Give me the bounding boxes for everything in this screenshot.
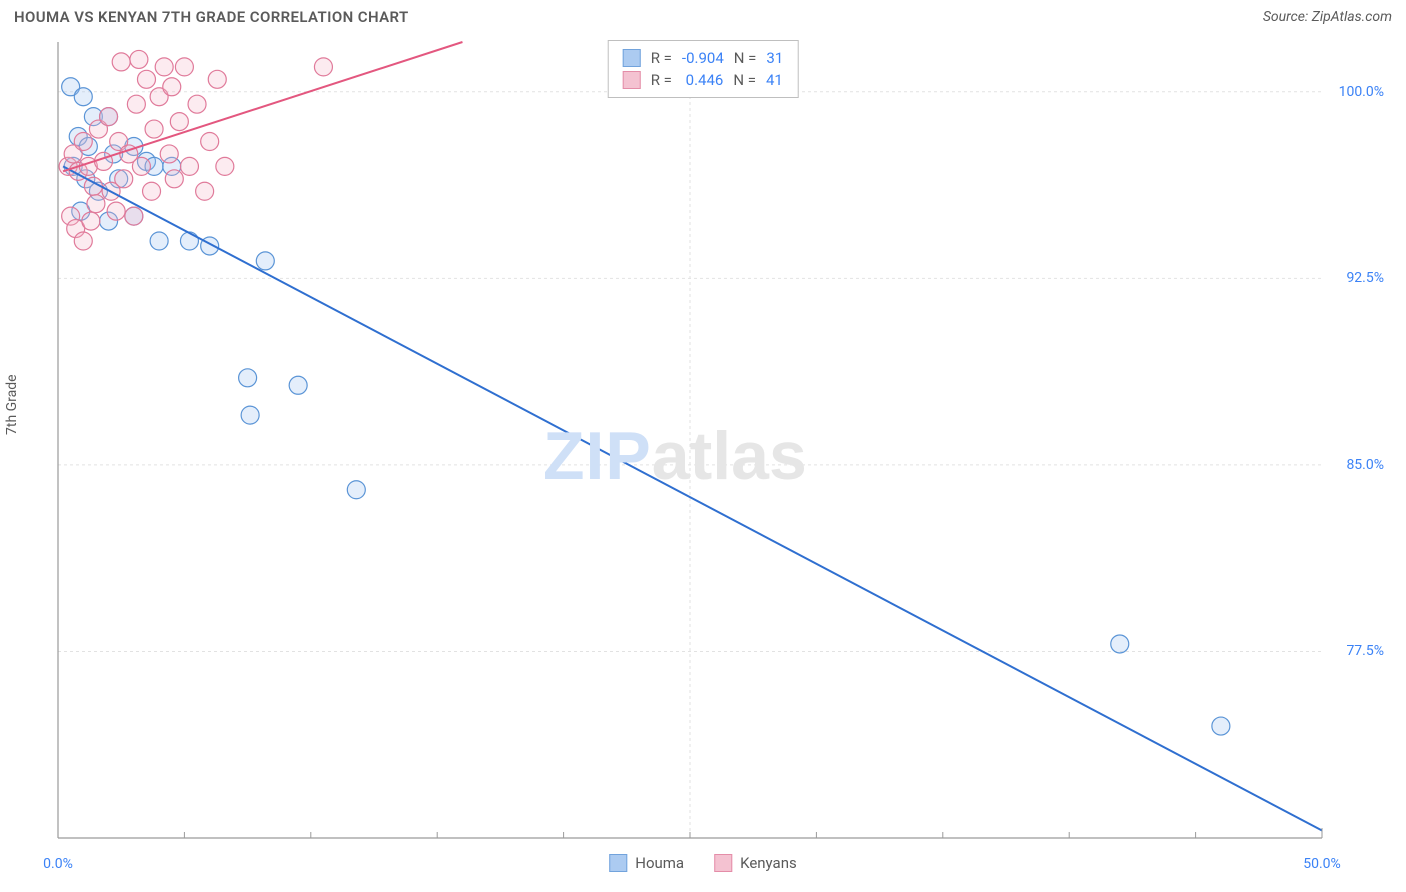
source-label: Source: ZipAtlas.com [1263, 9, 1392, 25]
swatch-houma [623, 49, 641, 67]
legend-item-kenyans: Kenyans [714, 854, 797, 872]
legend-label-houma: Houma [635, 854, 684, 872]
y-tick-label: 77.5% [1346, 643, 1384, 659]
r-label: R = [651, 49, 672, 67]
swatch-kenyans [623, 71, 641, 89]
x-tick-label: 50.0% [1303, 856, 1341, 872]
n-label: N = [734, 49, 757, 67]
chart-title: HOUMA VS KENYAN 7TH GRADE CORRELATION CH… [14, 8, 409, 26]
x-tick-label: 0.0% [43, 856, 73, 872]
legend-swatch-kenyans [714, 854, 732, 872]
n-value-houma: 31 [766, 49, 783, 67]
n-label: N = [733, 71, 756, 89]
legend-swatch-houma [609, 854, 627, 872]
series-legend: Houma Kenyans [609, 854, 796, 872]
legend-item-houma: Houma [609, 854, 684, 872]
y-tick-label: 92.5% [1346, 270, 1384, 286]
y-tick-label: 100.0% [1339, 84, 1384, 100]
n-value-kenyans: 41 [766, 71, 783, 89]
r-value-houma: -0.904 [682, 49, 724, 67]
chart-container: 7th Grade ZIPatlas 77.5%85.0%92.5%100.0%… [14, 36, 1392, 878]
y-tick-label: 85.0% [1346, 457, 1384, 473]
scatter-plot [52, 36, 1392, 844]
legend-label-kenyans: Kenyans [740, 854, 797, 872]
stats-legend: R = -0.904 N = 31 R = 0.446 N = 41 [608, 40, 799, 98]
stats-row-kenyans: R = 0.446 N = 41 [623, 69, 784, 91]
y-axis-label: 7th Grade [4, 374, 20, 435]
r-value-kenyans: 0.446 [682, 71, 723, 89]
stats-row-houma: R = -0.904 N = 31 [623, 47, 784, 69]
r-label: R = [651, 71, 672, 89]
